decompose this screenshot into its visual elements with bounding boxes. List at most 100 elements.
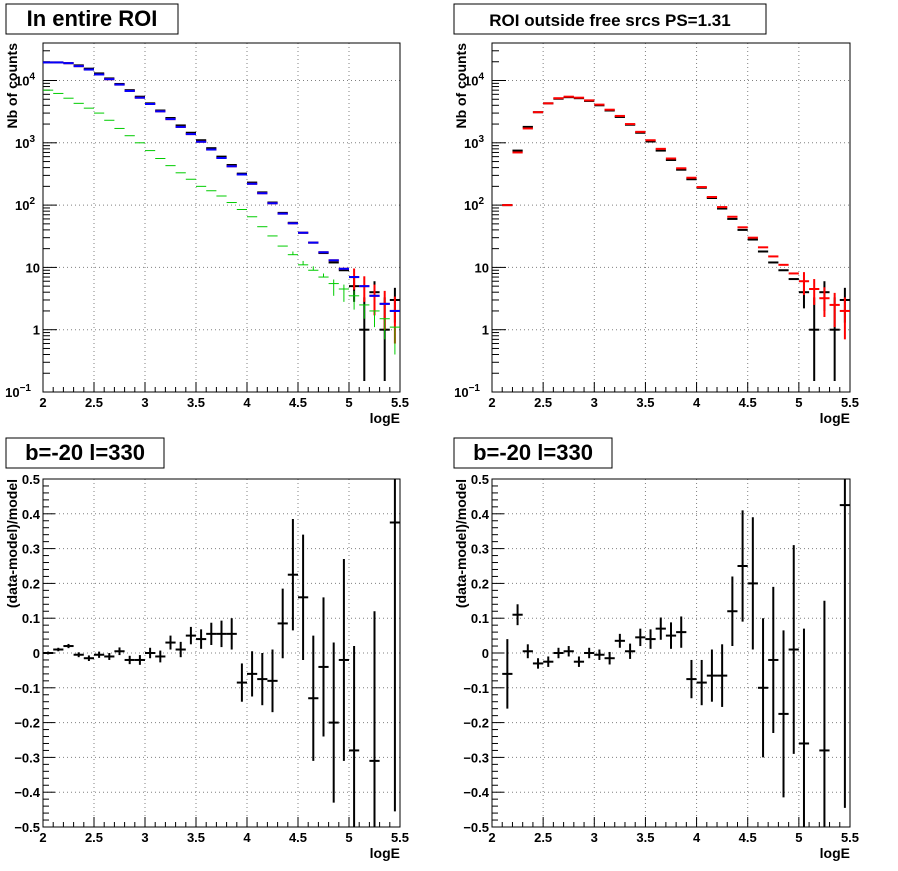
data-point [819, 287, 830, 317]
y-tick-label: 0 [33, 646, 40, 661]
data-point [185, 626, 196, 645]
plot-frame [42, 42, 401, 393]
data-point [165, 635, 176, 650]
data-point [522, 644, 533, 659]
plot-title: In entire ROI [27, 6, 158, 31]
x-tick-label: 5.5 [841, 830, 859, 845]
data-point [788, 545, 799, 754]
y-tick-label: 102 [15, 196, 35, 213]
x-tick-label: 2 [488, 830, 495, 845]
x-tick-label: 3 [591, 830, 598, 845]
x-tick-label: 4 [243, 830, 251, 845]
data-point [553, 647, 564, 659]
x-tick-label: 4.5 [739, 830, 757, 845]
x-axis-label: logE [820, 410, 850, 426]
data-point [737, 510, 748, 622]
x-tick-label: 2.5 [85, 830, 103, 845]
x-tick-label: 3.5 [636, 395, 654, 410]
y-tick-label: −0.5 [463, 820, 489, 835]
x-tick-label: 3 [591, 395, 598, 410]
x-tick-label: 3.5 [187, 830, 205, 845]
data-point [778, 630, 789, 798]
data-point [819, 600, 830, 827]
series-component [43, 89, 400, 355]
x-tick-label: 2.5 [534, 830, 552, 845]
data-point [604, 651, 615, 665]
data-point [287, 251, 298, 256]
data-point [328, 642, 339, 803]
data-point [175, 641, 186, 658]
x-axis-label: logE [370, 845, 400, 861]
y-axis-label: (data-model)/model [4, 479, 20, 608]
data-point [369, 310, 380, 328]
x-tick-label: 2.5 [85, 395, 103, 410]
data-point [359, 304, 370, 319]
data-point [594, 649, 605, 660]
plot-title: ROI outside free srcs PS=1.31 [489, 11, 730, 30]
data-point [389, 479, 400, 812]
data-point [114, 647, 125, 656]
series-component [43, 61, 400, 312]
y-axis-label: (data-model)/model [453, 479, 469, 608]
title-box [453, 3, 767, 35]
data-point [196, 629, 207, 649]
x-tick-label: 3.5 [187, 395, 205, 410]
y-tick-label: −0.3 [14, 750, 40, 765]
y-tick-label: 0.4 [22, 507, 41, 522]
data-point [267, 649, 278, 713]
data-point [216, 620, 227, 648]
data-point [134, 655, 145, 665]
data-point [308, 635, 319, 761]
y-tick-label: −0.2 [463, 716, 489, 731]
y-tick-label: −0.4 [14, 785, 40, 800]
data-point [645, 629, 656, 649]
data-point [809, 279, 820, 305]
data-point [747, 517, 758, 650]
y-tick-label: 1 [482, 323, 489, 338]
y-tick-label: −0.2 [14, 716, 40, 731]
data-point [665, 622, 677, 649]
x-tick-label: 5 [795, 395, 802, 410]
x-tick-label: 5 [345, 830, 352, 845]
data-point [349, 290, 360, 310]
data-point [63, 643, 74, 649]
data-point [717, 644, 728, 707]
y-tick-label: −0.5 [14, 820, 40, 835]
title-box [453, 437, 613, 469]
data-point [298, 534, 309, 660]
x-tick-label: 3 [141, 395, 148, 410]
data-point [338, 559, 349, 761]
data-point [155, 650, 166, 663]
data-point [798, 628, 810, 827]
x-tick-label: 4 [243, 395, 251, 410]
x-tick-label: 4 [693, 830, 701, 845]
data-point [287, 519, 298, 631]
data-point [226, 618, 237, 650]
data-point [236, 663, 247, 702]
data-point [379, 318, 390, 340]
title-box [5, 3, 179, 35]
y-tick-label: 0.2 [471, 576, 489, 591]
y-axis-label: Nb of counts [453, 43, 469, 129]
data-point [829, 292, 840, 328]
data-point [798, 272, 810, 296]
y-axis-label: Nb of counts [4, 43, 20, 129]
data-point [584, 647, 595, 659]
y-tick-label: 103 [15, 134, 35, 151]
data-point [768, 586, 779, 734]
x-tick-label: 5 [345, 395, 352, 410]
plot-title: b=-20 l=330 [25, 440, 145, 465]
x-tick-label: 5.5 [841, 395, 859, 410]
data-point [298, 260, 309, 266]
data-point [53, 647, 64, 652]
data-point [349, 646, 360, 827]
data-point [809, 297, 820, 382]
y-tick-label: 1 [33, 323, 40, 338]
data-point [94, 651, 105, 658]
series-data [502, 96, 850, 382]
x-tick-label: 3.5 [636, 830, 654, 845]
y-tick-label: −0.1 [14, 681, 40, 696]
